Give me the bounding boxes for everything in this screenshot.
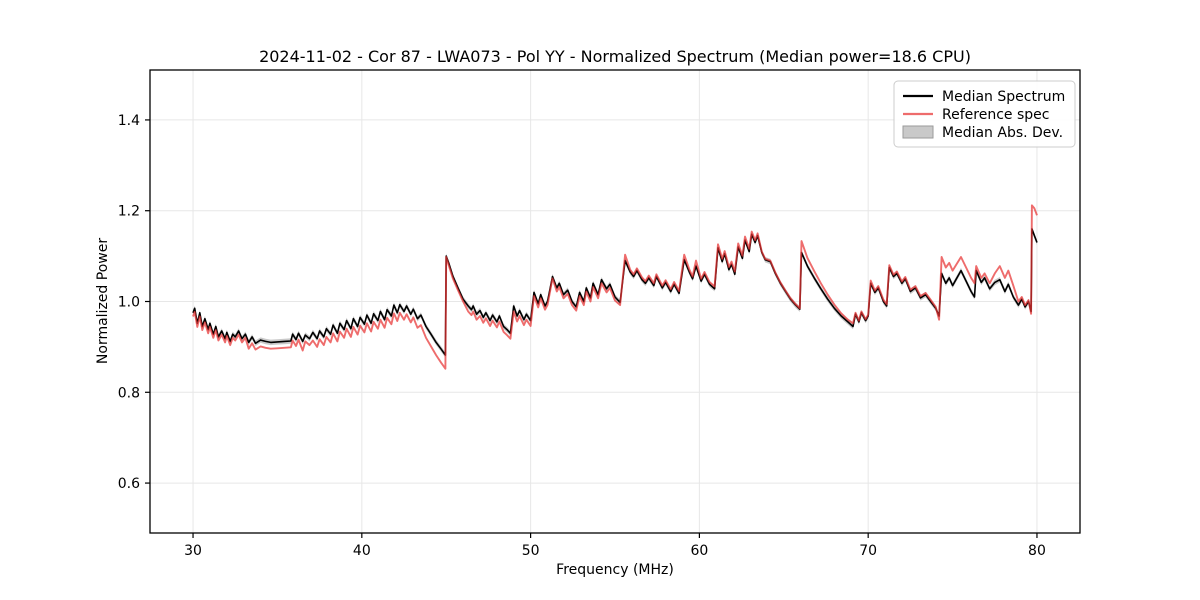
y-tick-label: 0.6 xyxy=(118,476,140,492)
y-tick-label: 1.2 xyxy=(118,204,140,220)
legend: Median Spectrum Reference spec Median Abs.… xyxy=(893,80,1076,148)
chart-title: 2024-11-02 - Cor 87 - LWA073 - Pol YY - … xyxy=(259,47,971,66)
legend-label: Median Spectrum xyxy=(942,89,1065,105)
legend-box xyxy=(893,80,1076,148)
x-tick-label: 40 xyxy=(353,543,371,559)
axis-ticks: 30 40 50 60 70 80 0.6 0.8 1.0 1.2 1.4 xyxy=(118,113,1046,559)
legend-label: Reference spec xyxy=(942,107,1049,123)
x-tick-label: 70 xyxy=(859,543,877,559)
y-axis-label: Normalized Power xyxy=(95,238,111,364)
legend-patch-median-abs-dev xyxy=(902,125,934,139)
legend-label: Median Abs. Dev. xyxy=(942,125,1063,141)
x-tick-label: 30 xyxy=(184,543,202,559)
median-spectrum-line xyxy=(192,228,1038,356)
reference-spec-line xyxy=(192,204,1038,370)
x-axis-label: Frequency (MHz) xyxy=(556,562,674,578)
plot-data xyxy=(192,204,1038,370)
y-tick-label: 0.8 xyxy=(118,385,140,401)
x-tick-label: 50 xyxy=(522,543,540,559)
x-tick-label: 80 xyxy=(1028,543,1046,559)
x-tick-label: 60 xyxy=(690,543,708,559)
y-tick-label: 1.0 xyxy=(118,295,140,311)
y-tick-label: 1.4 xyxy=(118,113,140,129)
